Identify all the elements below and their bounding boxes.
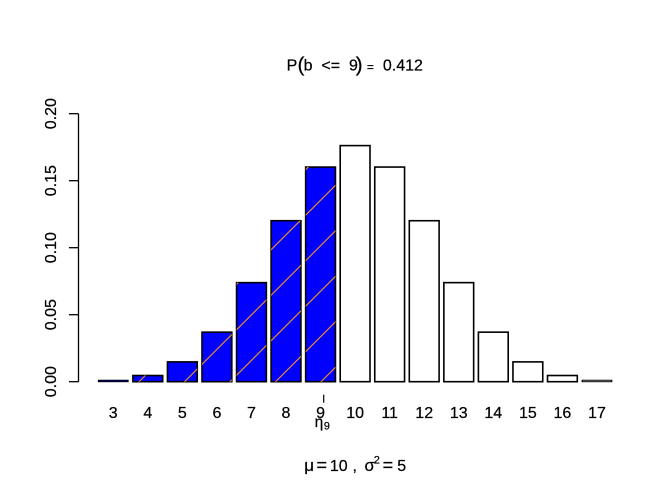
svg-text:11: 11	[381, 405, 398, 422]
svg-text:5: 5	[397, 458, 406, 475]
svg-text:3: 3	[109, 405, 118, 422]
svg-text:13: 13	[450, 405, 468, 422]
svg-text:12: 12	[415, 405, 433, 422]
svg-text:7: 7	[247, 405, 256, 422]
svg-text:2: 2	[374, 454, 380, 466]
svg-text:=: =	[367, 60, 374, 74]
svg-text:8: 8	[282, 405, 291, 422]
svg-text:σ: σ	[365, 457, 375, 475]
svg-text:15: 15	[519, 405, 537, 422]
svg-text:0.00: 0.00	[43, 366, 60, 397]
svg-text:16: 16	[554, 405, 572, 422]
svg-text:6: 6	[212, 405, 221, 422]
svg-text:0.15: 0.15	[43, 165, 60, 196]
svg-text:4: 4	[143, 405, 152, 422]
svg-text:0.05: 0.05	[43, 299, 60, 330]
svg-text:10: 10	[330, 458, 348, 475]
svg-text:=: =	[317, 455, 328, 475]
svg-text:P: P	[287, 57, 298, 74]
svg-text:(: (	[298, 53, 305, 76]
svg-text:10: 10	[346, 405, 364, 422]
svg-text:0.10: 0.10	[43, 232, 60, 263]
svg-text:,: ,	[353, 458, 357, 475]
svg-text:5: 5	[178, 405, 187, 422]
svg-text:b <= 9: b <= 9	[304, 57, 358, 74]
svg-text:=: =	[383, 455, 394, 475]
svg-text:): )	[356, 53, 363, 76]
svg-text:14: 14	[484, 405, 502, 422]
svg-text:9: 9	[316, 405, 325, 422]
svg-text:17: 17	[588, 405, 606, 422]
svg-text:μ: μ	[304, 456, 314, 475]
svg-text:0.20: 0.20	[43, 98, 60, 129]
svg-text:0.412: 0.412	[383, 57, 423, 74]
